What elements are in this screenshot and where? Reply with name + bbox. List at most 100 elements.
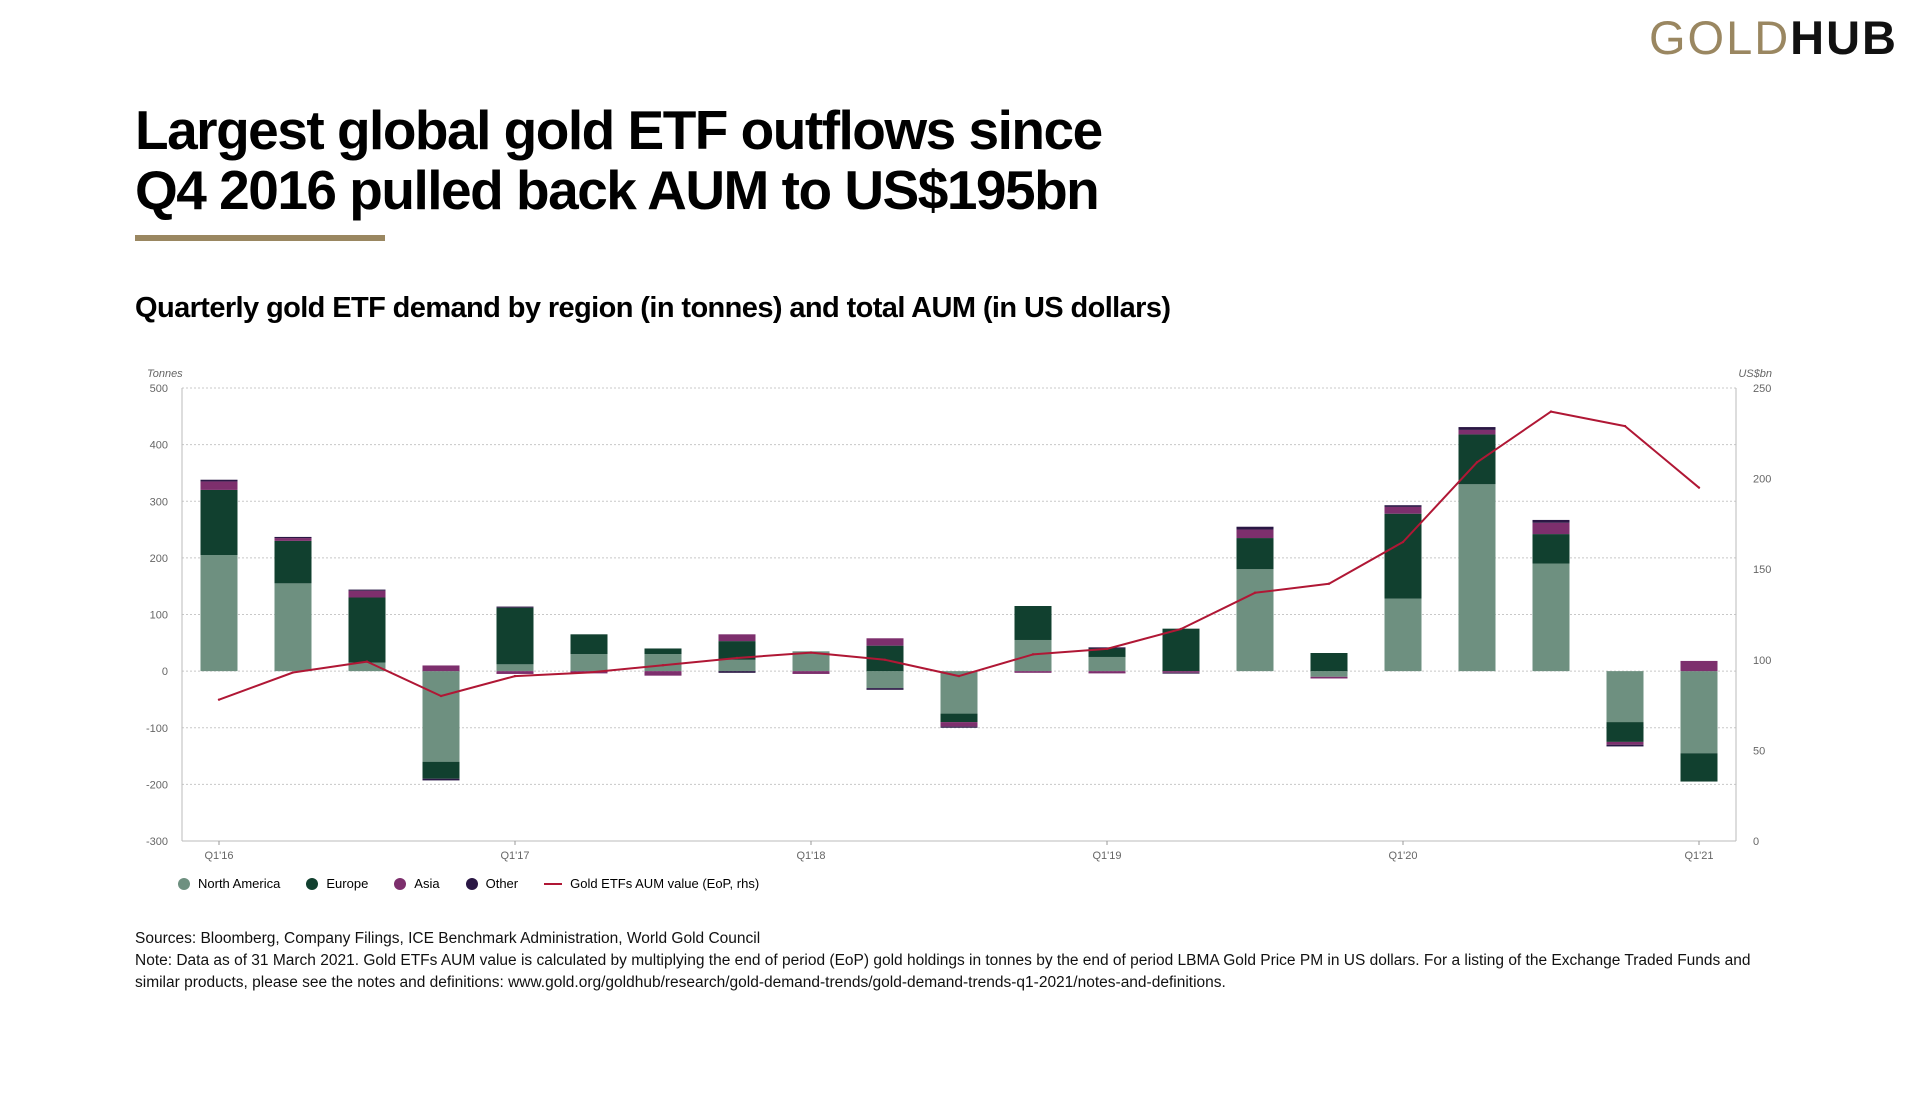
bar-europe (644, 648, 682, 655)
y2-tick-label: 0 (1753, 836, 1759, 848)
bar-asia (644, 671, 682, 676)
bar-north-america (1088, 656, 1126, 672)
legend-europe-swatch (306, 877, 319, 890)
bar-asia (1236, 529, 1274, 539)
legend-aum-line[interactable]: Gold ETFs AUM value (EoP, rhs) (544, 876, 759, 891)
bar-asia (866, 638, 904, 646)
y-tick-label: 300 (150, 496, 168, 508)
bar-other (1236, 526, 1274, 530)
y-axis-label: Tonnes (147, 368, 183, 380)
aum-point (809, 651, 813, 654)
bar-europe (1310, 653, 1348, 672)
y-tick-label: 100 (150, 610, 168, 622)
title-underline (135, 235, 385, 241)
note-text: Note: Data as of 31 March 2021. Gold ETF… (135, 952, 1751, 991)
bar-north-america (496, 664, 534, 672)
aum-point (365, 660, 369, 663)
bar-asia (348, 590, 386, 598)
legend-north-america-label: North America (198, 876, 281, 891)
etf-demand-chart: Tonnes US$bn 5004003002001000-100-200-30… (146, 368, 1772, 862)
y-tick-label: 500 (150, 383, 168, 395)
y2-tick-label: 100 (1753, 655, 1771, 667)
bar-europe (940, 713, 978, 723)
goldhub-logo[interactable]: GOLDHUB (1649, 10, 1898, 65)
chart-notes: Sources: Bloomberg, Company Filings, ICE… (135, 928, 1795, 994)
y-tick-label: 400 (150, 440, 168, 452)
bar-north-america (1680, 671, 1718, 754)
bar-north-america (644, 654, 682, 672)
legend-aum-line-label: Gold ETFs AUM value (EoP, rhs) (570, 876, 760, 891)
legend-north-america[interactable]: North America (178, 876, 280, 891)
x-tick-label: Q1'20 (1388, 850, 1417, 862)
bar-europe (570, 634, 608, 655)
aum-point (587, 671, 591, 674)
bar-other (422, 778, 460, 781)
y-tick-label: 0 (162, 666, 168, 678)
bar-north-america (274, 583, 312, 672)
logo-hub-text: HUB (1790, 11, 1898, 64)
aum-point (1179, 627, 1183, 631)
bar-europe (1014, 606, 1052, 640)
bar-europe (1606, 722, 1644, 742)
bar-asia (422, 665, 460, 672)
bar-asia (718, 634, 756, 642)
bar-north-america (1310, 671, 1348, 677)
aum-point (1401, 540, 1405, 544)
bar-asia (940, 722, 978, 727)
legend-asia[interactable]: Asia (394, 876, 440, 891)
y-tick-label: -200 (146, 779, 168, 791)
legend-asia-swatch (394, 877, 407, 890)
bar-asia (1606, 741, 1644, 745)
y-tick-label: -100 (146, 723, 168, 735)
bar-europe (348, 597, 386, 663)
x-tick-label: Q1'21 (1684, 850, 1713, 862)
legend-europe[interactable]: Europe (306, 876, 368, 891)
bar-north-america (200, 555, 238, 672)
bar-europe (1680, 753, 1718, 782)
bar-other (940, 726, 978, 728)
bar-europe (422, 761, 460, 779)
aum-point (1105, 647, 1109, 651)
bar-layer (200, 427, 1718, 782)
bar-north-america (866, 671, 904, 689)
legend-other[interactable]: Other (465, 876, 518, 891)
bar-asia (1162, 671, 1200, 673)
aum-point (883, 658, 887, 661)
bar-other (348, 589, 386, 591)
title-line-2: Q4 2016 pulled back AUM to US$195bn (135, 159, 1100, 221)
bar-other (718, 671, 756, 673)
y-tick-label: -300 (146, 836, 168, 848)
y-tick-label: 200 (150, 553, 168, 565)
bar-europe (718, 641, 756, 660)
bar-asia (1680, 660, 1718, 672)
bar-other (1162, 672, 1200, 674)
bar-europe (1532, 534, 1570, 564)
aum-point (513, 674, 517, 678)
bar-asia (792, 671, 830, 674)
aum-point (1031, 653, 1035, 656)
aum-point (1475, 461, 1479, 464)
bar-europe (274, 540, 312, 584)
aum-point (291, 671, 295, 674)
grid-lines (181, 387, 1737, 842)
bar-north-america (792, 651, 830, 672)
bar-north-america (348, 662, 386, 672)
bar-other (1384, 505, 1422, 507)
page-title: Largest global gold ETF outflows since Q… (135, 99, 1103, 221)
legend-asia-label: Asia (414, 876, 440, 891)
bar-asia (1458, 429, 1496, 435)
y2-tick-label: 150 (1753, 564, 1771, 576)
bar-other (866, 688, 904, 690)
aum-point (1623, 424, 1627, 428)
bar-north-america (570, 654, 608, 672)
title-line-1: Largest global gold ETF outflows since (135, 99, 1103, 161)
x-tick-label: Q1'18 (796, 850, 825, 862)
x-tick-label: Q1'17 (500, 850, 529, 862)
bar-other (1458, 427, 1496, 430)
aum-point (439, 694, 443, 698)
chart-legend: North America Europe Asia Other Gold ETF… (178, 876, 759, 891)
chart-subtitle: Quarterly gold ETF demand by region (in … (135, 292, 1171, 324)
bar-asia (496, 671, 534, 674)
bar-north-america (1458, 484, 1496, 672)
bar-asia (200, 481, 238, 490)
